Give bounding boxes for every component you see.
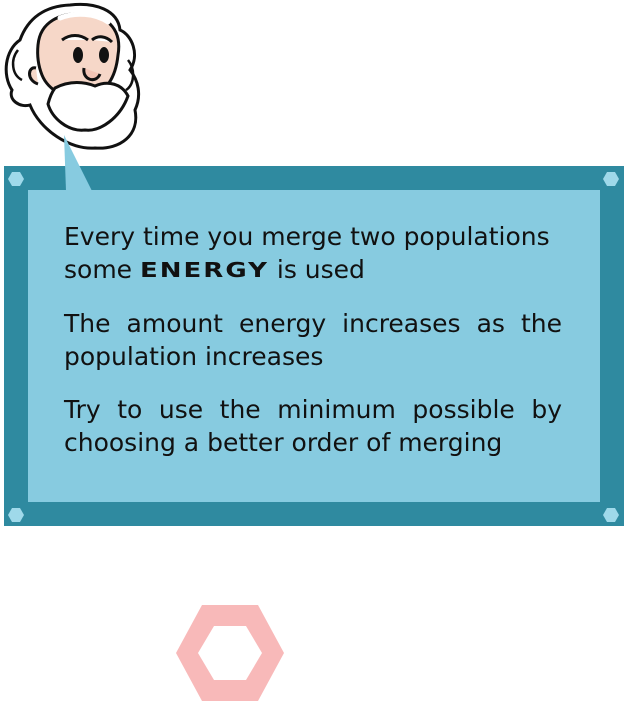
dialog-line-2-suffix: is used [268,255,365,284]
dialog-line-2-prefix: some [64,255,141,284]
speech-tail-icon [64,135,92,191]
corner-bolt-icon [8,172,24,186]
dialog-line-1: Every time you merge two populations [64,222,550,251]
dialog-text: Every time you merge two populations some… [64,220,562,479]
hexagon-outline-icon [176,605,284,701]
corner-bolt-icon [603,508,619,522]
dialog-paragraph-3: Try to use the minimum possible by choos… [64,395,562,457]
corner-bolt-icon [8,508,24,522]
continue-button[interactable] [172,600,288,706]
dialog-paragraph-1: Every time you merge two populations some… [64,220,562,287]
dialog-paragraph-2: The amount energy increases as the popul… [64,309,562,371]
dialog-panel: Every time you merge two populations some… [4,135,624,526]
energy-word: ENERGY [140,259,269,283]
scientist-portrait-icon [0,0,145,160]
corner-bolt-icon [603,172,619,186]
dialog-inner [28,190,600,502]
